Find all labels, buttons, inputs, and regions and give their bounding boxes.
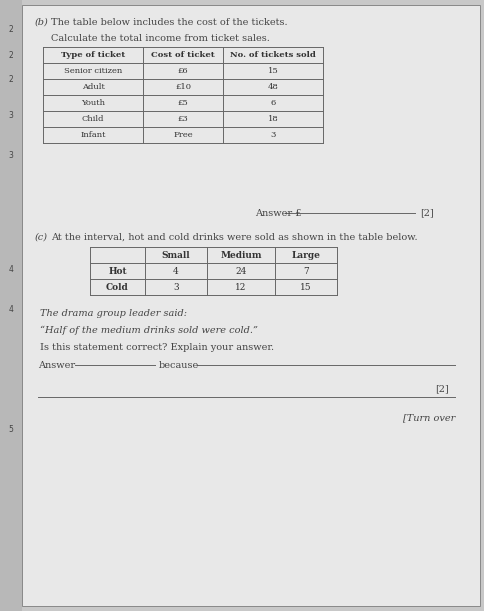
Text: (c): (c) — [35, 233, 48, 242]
Text: £10: £10 — [175, 83, 191, 91]
Text: (b): (b) — [35, 18, 49, 27]
Text: Answer £: Answer £ — [255, 208, 301, 218]
Text: 4: 4 — [9, 306, 14, 315]
Text: “Half of the medium drinks sold were cold.”: “Half of the medium drinks sold were col… — [40, 326, 257, 335]
Text: Medium: Medium — [220, 251, 261, 260]
Text: The table below includes the cost of the tickets.: The table below includes the cost of the… — [51, 18, 287, 27]
Text: 15: 15 — [300, 282, 311, 291]
Text: Child: Child — [82, 115, 104, 123]
Text: 7: 7 — [302, 266, 308, 276]
FancyBboxPatch shape — [22, 5, 479, 606]
Text: Free: Free — [173, 131, 193, 139]
Text: Answer: Answer — [38, 360, 75, 370]
Text: [2]: [2] — [419, 208, 433, 218]
Text: 2: 2 — [9, 51, 14, 59]
Text: 5: 5 — [9, 425, 14, 434]
Text: Type of ticket: Type of ticket — [61, 51, 125, 59]
Text: 2: 2 — [9, 76, 14, 84]
Text: 4: 4 — [173, 266, 179, 276]
Text: Large: Large — [291, 251, 320, 260]
FancyBboxPatch shape — [0, 0, 22, 611]
Text: Cold: Cold — [106, 282, 129, 291]
Text: Small: Small — [161, 251, 190, 260]
Text: 3: 3 — [173, 282, 179, 291]
Text: Infant: Infant — [80, 131, 106, 139]
Text: £3: £3 — [177, 115, 188, 123]
Text: 18: 18 — [267, 115, 278, 123]
Text: Adult: Adult — [81, 83, 104, 91]
Text: £5: £5 — [177, 99, 188, 107]
Text: 48: 48 — [267, 83, 278, 91]
Text: Hot: Hot — [108, 266, 126, 276]
Text: 3: 3 — [9, 111, 14, 120]
Text: £6: £6 — [177, 67, 188, 75]
Text: 12: 12 — [235, 282, 246, 291]
Text: 3: 3 — [270, 131, 275, 139]
Text: 24: 24 — [235, 266, 246, 276]
Text: 2: 2 — [9, 26, 14, 34]
Text: At the interval, hot and cold drinks were sold as shown in the table below.: At the interval, hot and cold drinks wer… — [51, 233, 417, 242]
Text: Senior citizen: Senior citizen — [64, 67, 122, 75]
Text: 15: 15 — [267, 67, 278, 75]
Text: The drama group leader said:: The drama group leader said: — [40, 309, 187, 318]
Text: Youth: Youth — [81, 99, 105, 107]
Text: Is this statement correct? Explain your answer.: Is this statement correct? Explain your … — [40, 343, 273, 352]
Text: [Turn over: [Turn over — [402, 413, 454, 422]
Text: Calculate the total income from ticket sales.: Calculate the total income from ticket s… — [51, 34, 269, 43]
Text: Cost of ticket: Cost of ticket — [151, 51, 214, 59]
Text: 6: 6 — [270, 99, 275, 107]
Text: [2]: [2] — [434, 384, 448, 393]
Text: because: because — [159, 360, 199, 370]
Text: 3: 3 — [9, 150, 14, 159]
Text: 4: 4 — [9, 266, 14, 274]
Text: No. of tickets sold: No. of tickets sold — [229, 51, 315, 59]
